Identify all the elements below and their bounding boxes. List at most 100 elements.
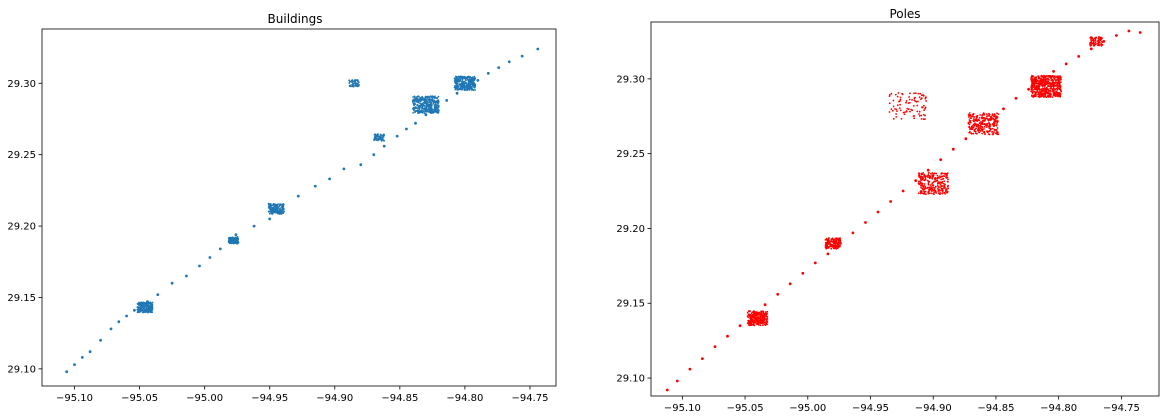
buildings-cluster-point	[436, 104, 439, 106]
poles-cluster-point	[929, 175, 932, 178]
buildings-cluster-point	[356, 82, 359, 85]
poles-cluster-point	[969, 120, 972, 122]
buildings-cluster-point	[421, 96, 424, 99]
buildings-cluster-point	[414, 97, 416, 100]
poles-cluster-point	[1039, 90, 1041, 93]
poles-point	[1077, 55, 1081, 58]
poles-cluster-point	[920, 97, 923, 100]
poles-cluster-point	[967, 121, 970, 124]
buildings-cluster-point	[457, 78, 460, 80]
buildings-cluster-point	[383, 140, 385, 142]
poles-cluster-point	[1048, 82, 1051, 85]
poles-cluster-point	[968, 112, 971, 114]
poles-cluster-point	[1053, 91, 1056, 94]
buildings-cluster-point	[426, 95, 428, 98]
poles-cluster-point	[746, 315, 749, 318]
poles-cluster-point	[990, 116, 993, 118]
buildings-point	[445, 99, 449, 102]
buildings-cluster-point	[421, 108, 423, 110]
poles-cluster-point	[753, 310, 756, 313]
buildings-cluster-point	[270, 206, 273, 209]
poles-cluster-point	[942, 177, 945, 180]
poles-cluster-point	[943, 186, 945, 189]
poles-cluster-point	[1049, 90, 1051, 93]
poles-cluster-point	[766, 317, 768, 319]
poles-cluster-point	[1044, 80, 1047, 83]
poles-cluster-point	[1030, 79, 1033, 82]
poles-cluster-point	[749, 317, 752, 320]
poles-cluster-point	[929, 188, 932, 191]
poles-cluster-point	[937, 188, 939, 190]
buildings-cluster-point	[425, 110, 428, 113]
poles-cluster-point	[935, 172, 938, 175]
poles-cluster-point	[897, 92, 900, 94]
buildings-cluster-point	[278, 208, 281, 211]
poles-cluster-point	[899, 109, 902, 112]
poles-cluster-point	[1093, 43, 1095, 46]
poles-cluster-point	[908, 96, 910, 98]
poles-cluster-point	[939, 182, 942, 184]
poles-cluster-point	[1056, 92, 1059, 94]
poles-cluster-point	[1095, 36, 1098, 39]
buildings-cluster-point	[383, 134, 385, 137]
poles-cluster-point	[983, 125, 986, 128]
buildings-plot-area	[65, 47, 540, 374]
buildings-cluster-point	[373, 139, 375, 142]
poles-cluster-point	[922, 94, 925, 97]
poles-cluster-point	[975, 120, 978, 122]
poles-cluster-point	[755, 314, 758, 316]
buildings-cluster-point	[453, 86, 456, 89]
buildings-cluster-point	[463, 75, 466, 78]
poles-cluster-point	[947, 178, 949, 181]
poles-cluster-point	[895, 113, 897, 115]
poles-point	[889, 200, 892, 203]
buildings-point	[208, 256, 212, 259]
poles-cluster-point	[972, 113, 975, 116]
buildings-cluster-point	[459, 79, 461, 82]
poles-point	[776, 292, 780, 296]
buildings-cluster-point	[140, 302, 143, 305]
buildings-cluster-point	[272, 209, 275, 212]
buildings-cluster-point	[151, 311, 154, 314]
poles-plot-area	[665, 29, 1142, 392]
poles-cluster-point	[1058, 80, 1060, 82]
buildings-cluster-point	[463, 88, 466, 91]
buildings-cluster-point	[356, 79, 359, 81]
buildings-cluster-point	[428, 96, 431, 99]
poles-cluster-point	[836, 242, 839, 245]
poles-cluster-point	[921, 182, 923, 185]
poles-cluster-point	[837, 245, 840, 248]
buildings-y-tick-label: 29.20	[7, 222, 36, 233]
poles-cluster-point	[833, 244, 836, 247]
poles-cluster-point	[936, 179, 938, 182]
poles-cluster-point	[1040, 75, 1043, 77]
poles-cluster-point	[987, 119, 989, 121]
poles-cluster-point	[762, 320, 765, 323]
poles-cluster-point	[945, 190, 947, 193]
poles-cluster-point	[905, 110, 908, 112]
poles-cluster-point	[933, 180, 936, 183]
poles-cluster-point	[931, 187, 934, 189]
poles-cluster-point	[759, 324, 762, 327]
buildings-point	[268, 217, 272, 221]
poles-cluster-point	[1031, 78, 1034, 80]
poles-cluster-point	[919, 179, 922, 181]
buildings-cluster-point	[379, 137, 381, 139]
poles-cluster-point	[979, 114, 981, 116]
poles-cluster-point	[1047, 94, 1050, 97]
buildings-cluster-point	[416, 101, 418, 103]
buildings-cluster-point	[437, 95, 440, 98]
poles-axes-frame	[650, 21, 1160, 397]
poles-cluster-point	[1049, 95, 1052, 98]
buildings-cluster-point	[426, 103, 429, 106]
poles-cluster-point	[827, 237, 830, 240]
poles-cluster-point	[927, 182, 930, 185]
poles-panel: Poles −95.10 −95.05 −95.00 −94.95 −94.90 −94.…	[616, 7, 1160, 414]
poles-cluster-point	[1035, 91, 1037, 94]
poles-cluster-point	[930, 190, 933, 193]
poles-cluster-point	[988, 127, 991, 130]
poles-cluster-point	[1054, 88, 1057, 91]
buildings-point	[414, 121, 417, 125]
poles-cluster-point	[974, 128, 976, 131]
